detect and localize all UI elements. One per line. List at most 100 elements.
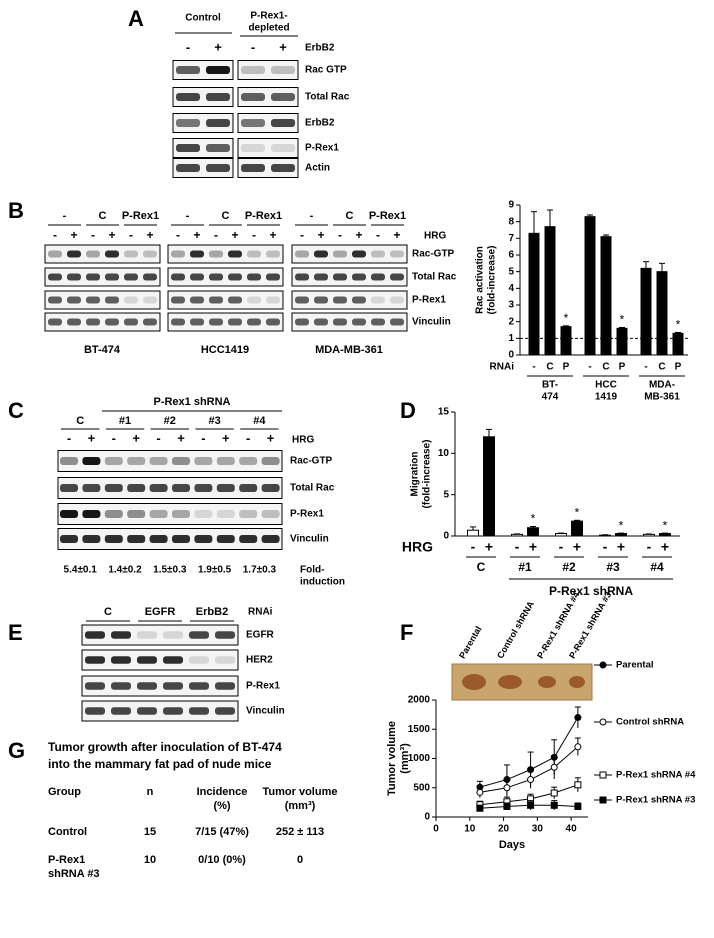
point	[574, 802, 582, 810]
blot-band	[241, 164, 265, 172]
blot-box	[57, 503, 283, 525]
cell-line-label: HCC1419	[201, 344, 249, 356]
fold-value: 5.4±0.1	[64, 565, 98, 576]
group-label: #2	[164, 415, 176, 427]
blot-band	[104, 510, 123, 518]
blot-band	[206, 119, 230, 127]
blot-band	[314, 273, 328, 281]
blot-band	[190, 318, 204, 326]
blot-band	[85, 631, 105, 639]
row-label: Rac-GTP	[412, 249, 455, 260]
blot-band	[60, 535, 78, 543]
blot-band	[124, 296, 138, 304]
x-tick-label: +	[661, 539, 669, 555]
panel-letter: D	[400, 398, 416, 423]
blot-band	[104, 457, 123, 465]
legend-marker	[599, 771, 607, 779]
lane-sign: +	[70, 228, 77, 242]
blot-box	[167, 267, 284, 287]
bar	[560, 326, 572, 356]
treatment-label: HRG	[424, 231, 446, 242]
blot-band	[371, 318, 385, 326]
x-tick-label: 20	[498, 824, 510, 835]
lane-sign: +	[317, 228, 324, 242]
table-cell: 0/10 (0%)	[198, 854, 246, 866]
point	[527, 801, 535, 809]
tumor	[538, 676, 556, 688]
blot-band	[247, 296, 261, 304]
x-tick-label: +	[529, 539, 537, 555]
blot-band	[371, 250, 385, 258]
x-tick-label: 10	[464, 824, 476, 835]
blot-band	[271, 164, 295, 172]
blot-band	[60, 484, 78, 492]
row-label: Vinculin	[412, 317, 451, 328]
significance-star: *	[575, 505, 580, 519]
lane-sign: +	[393, 228, 400, 242]
group-label: P-Rex1-	[250, 11, 287, 22]
significance-star: *	[663, 518, 668, 532]
group-label: HCC	[595, 380, 617, 391]
blot-band	[149, 510, 168, 518]
blot-band	[82, 457, 101, 465]
blot-band	[137, 707, 157, 715]
blot-band	[172, 457, 190, 465]
row-label: Total Rac	[305, 92, 350, 103]
panel-letter: B	[8, 198, 24, 223]
blot-band	[105, 296, 119, 304]
y-axis-label: (fold-increase)	[487, 246, 498, 315]
legend-marker	[599, 661, 607, 669]
x-axis-label: Days	[499, 839, 525, 851]
group-label: C	[346, 210, 354, 222]
group-label: #3	[208, 415, 220, 427]
bar	[659, 533, 671, 537]
table-cell: Control	[48, 826, 87, 838]
group-label: #1	[119, 415, 131, 427]
y-tick-label: 0	[443, 531, 449, 542]
blot-band	[216, 484, 235, 492]
blot-band	[352, 250, 366, 258]
cell-line-label: MDA-MB-361	[315, 344, 383, 356]
blot-band	[266, 296, 280, 304]
blot-band	[104, 535, 123, 543]
blot-band	[209, 318, 223, 326]
blot-band	[86, 296, 100, 304]
group-label: #4	[253, 415, 266, 427]
blot-box	[291, 312, 408, 332]
blot-band	[314, 318, 328, 326]
table-cell: 15	[144, 826, 156, 838]
lane-sign: +	[269, 228, 276, 242]
table-title: Tumor growth after inoculation of BT-474	[48, 740, 282, 754]
row-label: P-Rex1	[246, 681, 280, 692]
group-label: P-Rex1	[369, 210, 406, 222]
x-tick-label: P	[563, 362, 570, 373]
blot-band	[352, 296, 366, 304]
blot-band	[352, 273, 366, 281]
row-label: Rac GTP	[305, 65, 347, 76]
blot-box	[172, 113, 234, 133]
bar	[599, 534, 611, 537]
blot-box	[172, 60, 234, 80]
row-label: Total Rac	[290, 483, 335, 494]
y-axis-label: (fold-increase)	[422, 440, 433, 509]
blot-box	[291, 267, 408, 287]
fold-label: Fold-	[300, 565, 324, 576]
x-tick-label: P	[619, 362, 626, 373]
category-label: RNAi	[490, 362, 515, 373]
panel-letter: A	[128, 6, 144, 31]
bar	[615, 533, 627, 537]
blot-box	[172, 87, 234, 107]
lane-sign: -	[67, 430, 71, 445]
lane-sign: -	[91, 228, 95, 242]
blot-band	[104, 484, 123, 492]
lane-sign: -	[252, 228, 256, 242]
y-tick-label: 0	[424, 812, 430, 823]
row-label: HER2	[246, 655, 273, 666]
blot-band	[176, 119, 200, 127]
y-axis-label: (mm³)	[399, 743, 411, 774]
blot-band	[172, 484, 190, 492]
group-header: P-Rex1 shRNA	[549, 584, 633, 598]
blot-band	[241, 93, 265, 101]
table-cell: 7/15 (47%)	[195, 826, 249, 838]
